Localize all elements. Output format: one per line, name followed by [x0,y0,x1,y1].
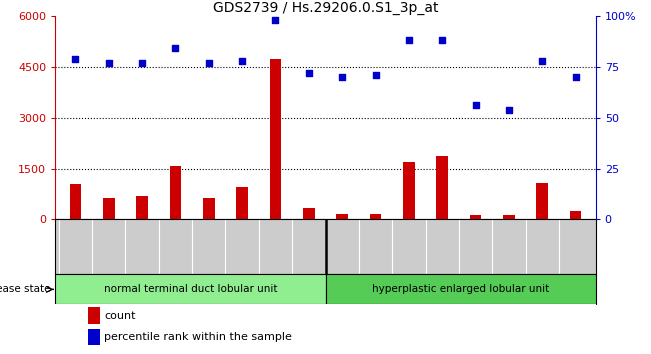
Bar [436,156,448,219]
Point [137,60,147,65]
Point [370,72,381,78]
Point [170,46,180,51]
Point [471,103,481,108]
Bar [570,211,581,219]
Point [337,74,348,80]
Point [570,74,581,80]
Text: disease state: disease state [0,284,50,295]
Point [404,38,414,43]
Bar [326,274,596,304]
Point [270,17,281,23]
Point [70,56,81,62]
Bar [470,215,482,219]
Bar [103,199,115,219]
Point [437,38,447,43]
Bar [136,196,148,219]
Bar [55,274,325,304]
Point [237,58,247,64]
Point [204,60,214,65]
Bar [88,307,100,324]
Point [537,58,547,64]
Bar [337,214,348,219]
Text: count: count [104,311,135,321]
Point [303,70,314,76]
Bar [236,187,248,219]
Bar [403,162,415,219]
Point [504,107,514,113]
Bar [536,183,548,219]
Text: percentile rank within the sample: percentile rank within the sample [104,332,292,342]
Title: GDS2739 / Hs.29206.0.S1_3p_at: GDS2739 / Hs.29206.0.S1_3p_at [213,1,438,15]
Bar [270,59,281,219]
Text: normal terminal duct lobular unit: normal terminal duct lobular unit [104,284,277,295]
Bar [70,184,81,219]
Bar [169,166,181,219]
Point [104,60,114,65]
Bar [303,208,314,219]
Bar [370,215,381,219]
Bar [503,215,515,219]
Bar [203,199,215,219]
Text: hyperplastic enlarged lobular unit: hyperplastic enlarged lobular unit [372,284,549,295]
Bar [88,329,100,345]
